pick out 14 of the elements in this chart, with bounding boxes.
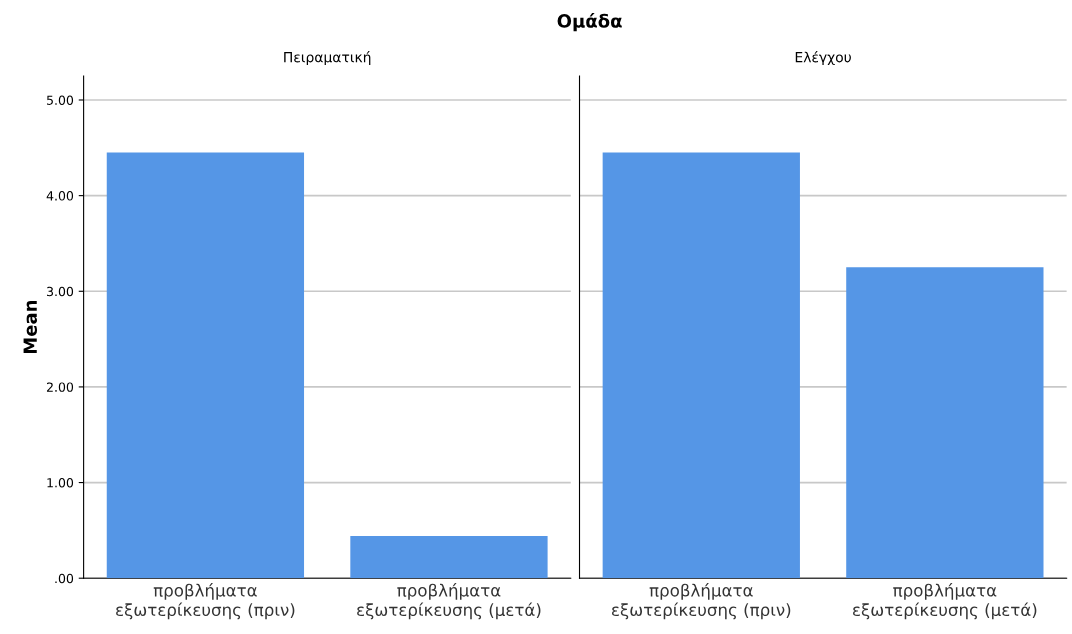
chart-title: Πειραματική [284,51,371,66]
y-tick-label: 4.00 [46,191,74,201]
text: Ομάδα [557,13,622,32]
y-axis-title: Mean [23,300,38,354]
x-tick-label: προβλήματα εξωτερίκευσης (μετά) [357,583,541,620]
y-tick-label: .00 [55,573,74,584]
y-tick-label: 2.00 [46,382,74,392]
y-tick-label: 1.00 [47,478,74,488]
x-tick-label: προβλήματα εξωτερίκευσης (μετά) [853,583,1037,620]
x-tick-label: προβλήματα εξωτερίκευσης (πριν) [116,583,295,620]
x-tick-label: προβλήματα εξωτερίκευσης (πριν) [611,583,791,620]
chart-title: Ελέγχου [795,51,851,66]
y-tick-label: 5.00 [47,95,74,105]
y-tick-label: 3.00 [47,286,74,297]
